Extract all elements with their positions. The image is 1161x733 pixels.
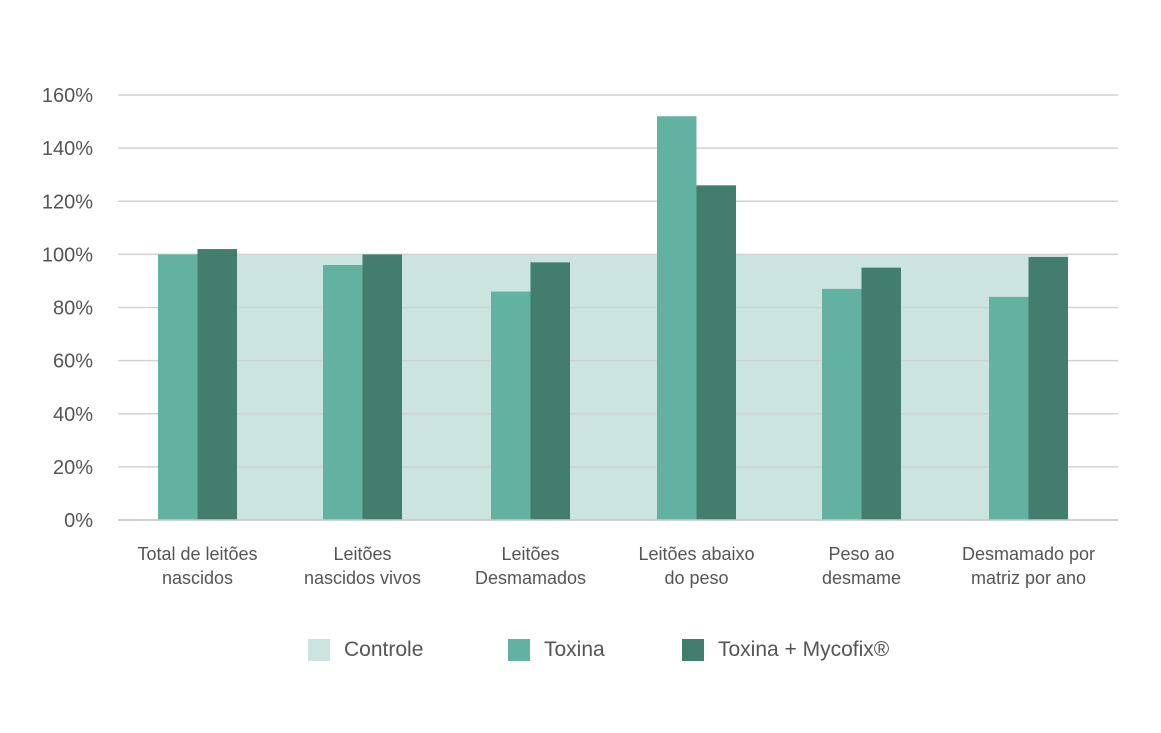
bar-toxina	[989, 296, 1029, 520]
legend-swatch-controle	[308, 639, 330, 661]
bar-toxina-mycofix	[861, 267, 901, 520]
legend-swatch-toxina	[508, 639, 530, 661]
x-category-label: matriz por ano	[971, 568, 1086, 588]
x-category-label: Leitões abaixo	[638, 544, 754, 564]
x-category-label: Desmamados	[475, 568, 586, 588]
x-category-label: nascidos	[162, 568, 233, 588]
x-category-label: nascidos vivos	[304, 568, 421, 588]
x-category-label: do peso	[664, 568, 728, 588]
y-tick-label: 20%	[53, 457, 93, 479]
x-category-label: Leitões	[501, 544, 559, 564]
bar-toxina	[657, 116, 697, 520]
y-tick-label: 160%	[42, 85, 93, 107]
x-category-label: Peso ao	[828, 544, 894, 564]
bar-toxina-mycofix	[696, 185, 736, 520]
legend: Controle Toxina Toxina + Mycofix®	[0, 638, 1161, 668]
legend-label-toxina-mycofix: Toxina + Mycofix®	[718, 638, 890, 661]
y-tick-label: 40%	[53, 404, 93, 426]
bar-toxina-mycofix	[530, 262, 570, 520]
bar-toxina-mycofix	[197, 249, 237, 520]
y-tick-label: 100%	[42, 244, 93, 266]
y-tick-label: 140%	[42, 138, 93, 160]
legend-item-toxina-mycofix: Toxina + Mycofix®	[682, 638, 889, 662]
legend-swatch-toxina-mycofix	[682, 639, 704, 661]
bar-toxina	[158, 254, 198, 520]
bar-toxina	[323, 265, 363, 520]
bar-toxina	[491, 291, 531, 520]
x-category-label: Leitões	[333, 544, 391, 564]
controle-band	[158, 254, 1068, 520]
y-tick-label: 60%	[53, 351, 93, 373]
legend-item-toxina: Toxina	[508, 638, 605, 662]
legend-label-controle: Controle	[344, 638, 424, 661]
bar-toxina-mycofix	[362, 254, 402, 520]
bar-toxina-mycofix	[1028, 257, 1068, 520]
bar-toxina	[822, 288, 862, 520]
y-tick-label: 120%	[42, 191, 93, 213]
y-tick-label: 0%	[64, 510, 93, 532]
legend-item-controle: Controle	[308, 638, 423, 662]
x-category-label: Desmamado por	[962, 544, 1095, 564]
x-category-label: Total de leitões	[137, 544, 257, 564]
legend-label-toxina: Toxina	[544, 638, 605, 661]
x-category-label: desmame	[822, 568, 901, 588]
y-tick-label: 80%	[53, 298, 93, 320]
